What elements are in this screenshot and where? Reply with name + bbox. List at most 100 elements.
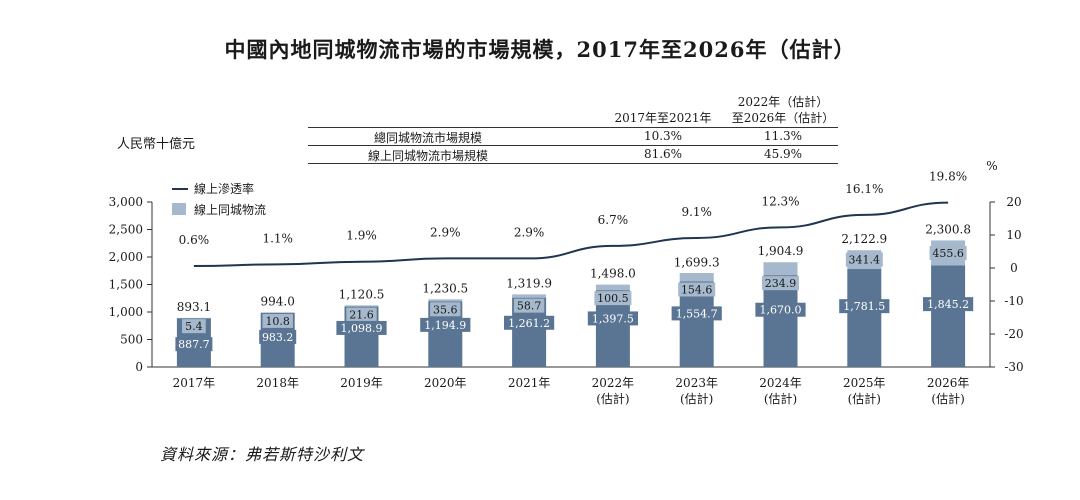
offline-label-bg (504, 315, 555, 330)
bar-offline (847, 269, 882, 367)
offline-label-bg (839, 299, 890, 314)
right-axis-tick-label: -10 (1004, 294, 1023, 308)
online-value-label: 58.7 (517, 300, 542, 313)
right-axis-tick-label: 0 (1010, 261, 1018, 275)
penetration-line (193, 201, 949, 268)
cagr-row: 線上同城物流市場規模 81.6% 45.9% (308, 146, 838, 163)
total-value-label: 1,230.5 (422, 281, 468, 295)
online-value-label: 341.4 (849, 254, 881, 267)
chart-title: 中國內地同城物流市場的市場規模，2017年至2026年（估計） (224, 37, 856, 62)
x-axis-year-label: 2023年 (675, 376, 718, 390)
x-axis-year-label: 2021年 (508, 376, 551, 390)
x-axis-year-label: 2022年 (592, 376, 635, 390)
online-label-bg (346, 307, 377, 322)
cagr-header-period-2a: 2022年（估計） (737, 95, 829, 109)
penetration-label: 16.1% (845, 182, 883, 196)
total-value-label: 2,122.9 (841, 232, 887, 246)
cagr-header-period-2b: 至2026年（估計） (731, 111, 835, 125)
penetration-label: 0.6% (179, 233, 210, 247)
cagr-row: 總同城物流市場規模 10.3% 11.3% (308, 128, 838, 145)
online-value-label: 21.6 (349, 309, 374, 322)
online-label-bg (762, 276, 799, 291)
x-axis-year-label: 2018年 (256, 376, 299, 390)
source-note: 資料來源：弗若斯特沙利文 (160, 445, 365, 464)
x-axis-year-label: 2025年 (843, 376, 886, 390)
online-label-bg (430, 302, 461, 317)
bar-online (595, 284, 630, 291)
penetration-label: 6.7% (598, 213, 629, 227)
x-axis-year-label: 2017年 (173, 376, 216, 390)
offline-label-bg (923, 297, 974, 312)
online-label-bg (678, 282, 716, 297)
bar-online (428, 299, 463, 302)
penetration-label: 12.3% (761, 194, 799, 208)
total-value-label: 893.1 (177, 300, 211, 314)
total-value-label: 1,699.3 (674, 256, 720, 270)
penetration-label: 1.1% (262, 231, 293, 245)
right-axis-tick-label: 20 (1006, 195, 1021, 209)
x-axis-year-label: 2019年 (340, 376, 383, 390)
penetration-label: 1.9% (346, 229, 377, 243)
bar-online (512, 294, 547, 298)
online-value-label: 100.5 (597, 292, 629, 305)
online-value-label: 10.8 (265, 315, 290, 328)
cagr-rule-top (308, 127, 838, 128)
online-label-bg (845, 252, 883, 267)
offline-label-bg (671, 306, 722, 321)
online-label-bg (513, 298, 545, 313)
offline-value-label: 983.2 (262, 331, 294, 344)
right-axis-unit: % (986, 159, 997, 173)
left-axis-tick-label: 1,000 (109, 305, 143, 319)
x-axis-year-label: 2024年 (759, 376, 802, 390)
offline-value-label: 887.7 (178, 338, 210, 351)
x-axis-note-label: (估計) (680, 391, 713, 406)
bar-offline (763, 275, 798, 367)
online-value-label: 154.6 (681, 283, 713, 296)
online-label-bg (262, 313, 293, 328)
x-axis-note-label: (估計) (764, 391, 797, 406)
cagr-rule-mid (308, 145, 838, 146)
left-axis-tick-label: 1,500 (109, 278, 143, 292)
bar-online (679, 272, 714, 282)
online-value-label: 455.6 (932, 247, 964, 260)
offline-value-label: 1,670.0 (760, 304, 802, 317)
unit-label: 人民幣十億元 (117, 137, 196, 152)
total-value-label: 2,300.8 (925, 222, 971, 236)
legend-bar-label: 線上同城物流 (194, 202, 266, 217)
penetration-label: 2.9% (514, 225, 545, 239)
total-value-label: 994.0 (261, 294, 295, 308)
offline-value-label: 1,554.7 (676, 307, 718, 320)
penetration-label: 2.9% (430, 225, 461, 239)
offline-value-label: 1,194.9 (424, 319, 466, 332)
left-axis-tick-label: 500 (120, 333, 143, 347)
x-axis-year-label: 2020年 (424, 376, 467, 390)
offline-value-label: 1,397.5 (592, 312, 634, 325)
left-axis-tick-label: 2,500 (109, 223, 143, 237)
total-value-label: 1,498.0 (590, 267, 636, 281)
bar-online (344, 305, 379, 307)
offline-label-bg (755, 302, 806, 317)
cagr-row-label: 線上同城物流市場規模 (367, 149, 488, 163)
cagr-header-period-1: 2017年至2021年 (614, 111, 712, 125)
left-axis-tick-label: 2,000 (109, 250, 143, 264)
online-label-bg (594, 291, 632, 306)
online-value-label: 234.9 (765, 277, 797, 290)
offline-label-bg (336, 320, 387, 335)
total-value-label: 1,904.9 (758, 244, 804, 258)
x-axis-year-label: 2026年 (927, 376, 970, 390)
penetration-label: 19.8% (929, 170, 967, 184)
bar-offline (931, 265, 966, 367)
cagr-row-value-1: 81.6% (643, 147, 683, 161)
total-value-label: 1,319.9 (506, 276, 552, 290)
online-label-bg (929, 245, 967, 260)
offline-label-bg (587, 311, 638, 326)
left-axis-tick-label: 0 (135, 360, 143, 374)
offline-value-label: 1,098.9 (341, 322, 383, 335)
right-axis-tick-label: 10 (1006, 228, 1021, 242)
x-axis-note-label: (估計) (931, 391, 964, 406)
cagr-row-value-1: 10.3% (643, 129, 683, 143)
cagr-row-label: 總同城物流市場規模 (373, 131, 482, 145)
online-value-label: 5.4 (185, 320, 203, 333)
offline-value-label: 1,781.5 (843, 300, 885, 313)
